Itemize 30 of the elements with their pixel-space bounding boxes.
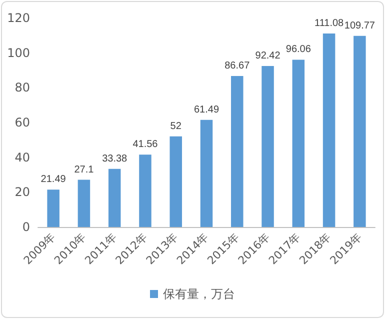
bar [292,60,305,227]
data-label: 96.06 [286,44,312,56]
bar [200,120,213,227]
data-label: 92.42 [255,50,281,62]
y-tick-label: 40 [14,150,30,164]
y-tick-label: 120 [7,11,30,25]
bar [322,34,336,227]
data-label: 111.08 [314,18,344,30]
y-tick-label: 60 [14,116,30,130]
data-label: 21.49 [40,174,66,186]
y-tick-label: 100 [7,46,30,60]
data-label: 27.1 [74,164,94,176]
data-label: 41.56 [132,139,158,150]
y-tick-label: 0 [22,220,30,234]
data-label: 109.77 [344,20,376,32]
bar [170,136,182,227]
bar [354,36,366,227]
data-label: 86.67 [224,60,250,72]
y-tick-label: 80 [14,80,30,95]
bar [262,66,274,227]
data-label: 61.49 [194,104,220,116]
bar [108,168,121,227]
bar [139,154,152,227]
bar [231,76,244,227]
data-label: 33.38 [102,153,128,164]
legend-label: 保有量，万台 [163,287,235,301]
y-tick-label: 20 [14,185,30,200]
bar [47,190,60,227]
bar [78,180,90,227]
data-label: 52 [170,120,182,132]
